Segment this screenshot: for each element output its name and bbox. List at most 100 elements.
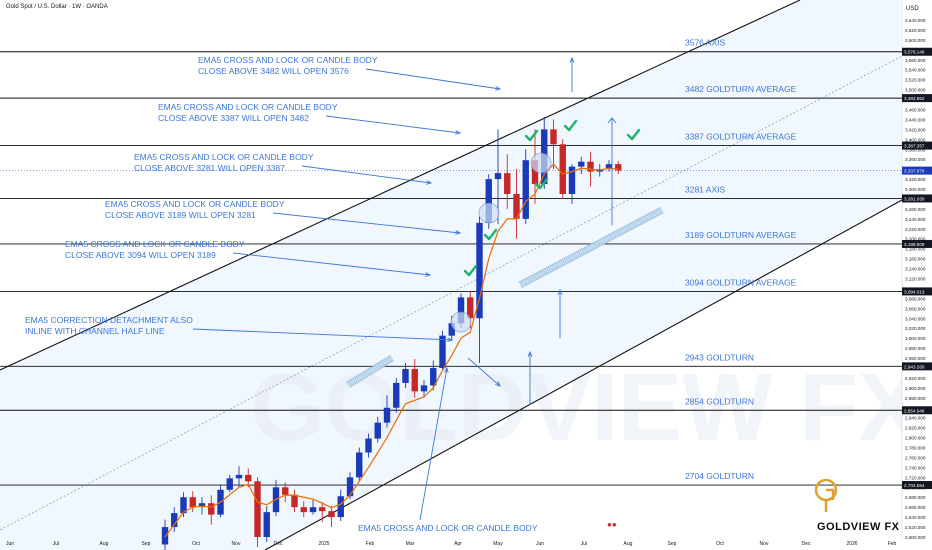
annotation-line1: EMA5 CROSS AND LOCK OR CANDLE BODY [134,152,314,162]
x-tick-label: Sep [142,541,151,547]
annotation-arrow [192,328,453,341]
x-tick-label: Jun [6,541,14,547]
candle-body [235,474,243,479]
annotation-arrowhead-icon [443,366,449,373]
x-tick-label: Aug [100,541,109,547]
y-tick-label: 3,420.000 [905,127,926,132]
level-price-tag-text: 3,189.509 [904,242,925,247]
y-tick-label: 3,360.000 [905,157,926,162]
y-tick-label: 3,520.000 [905,78,926,83]
y-tick-label: 3,320.000 [905,177,926,182]
candle-body [568,166,576,194]
candle-body [309,507,317,513]
candle-body [448,323,455,336]
x-tick-label: May [493,541,503,547]
y-tick-label: 2,880.000 [905,396,926,401]
level-price-tag-text: 3,281.030 [904,196,925,201]
candle-body [254,481,261,537]
y-tick-label: 2,600.000 [905,535,926,540]
x-tick-label: Oct [716,541,724,547]
y-tick-label: 2,960.000 [905,356,926,361]
checkmark-icon [524,129,539,142]
level-price-tag-text: 3,094.013 [904,289,925,294]
level-label: 3482 GOLDTURN AVERAGE [685,84,797,94]
candle-body [531,160,539,185]
candle-body [605,164,613,170]
x-tick-label: Jul [53,541,59,547]
level-price-tag [902,47,932,56]
candle-body [346,477,354,497]
annotation-line1: EMA5 CORRECTION DETACHMENT ALSO [25,315,193,325]
candle-body [282,487,289,495]
candle-body [300,507,307,513]
annotation-arrowhead-icon [455,230,462,235]
y-tick-label: 3,440.000 [905,117,926,122]
level-price-tag-text: 3,482.862 [904,96,925,101]
level-price-tag-text: 3,576.146 [904,50,925,55]
channel-bar-right [518,208,664,287]
level-label: 3281 AXIS [685,184,726,194]
candle-body [513,193,520,219]
current-price-tag [902,166,932,175]
annotation-line2: CLOSE ABOVE 3189 WILL OPEN 3281 [105,210,256,220]
candle-body [337,496,344,518]
x-tick-label: Apr [454,541,462,547]
level-price-tag-text: 2,943.260 [904,364,925,369]
y-tick-label: 2,840.000 [905,416,926,421]
y-tick-label: 3,500.000 [905,88,926,93]
x-tick-label: Oct [192,541,200,547]
level-price-tag-text: 3,387.357 [904,144,925,149]
candle-body [467,297,474,319]
candle-body [263,512,270,537]
y-tick-label: 3,300.000 [905,187,926,192]
x-tick-label: Dec [802,541,811,547]
level-price-tag [902,481,932,490]
x-tick-label: Aug [624,541,633,547]
y-tick-label: 3,080.000 [905,296,926,301]
projection-arrowhead-icon [527,350,533,357]
x-tick-label: 2026 [846,541,857,547]
annotation-line2: CLOSE ABOVE 3482 WILL OPEN 3576 [198,66,349,76]
y-tick-label: 3,260.000 [905,207,926,212]
y-tick-label: 3,560.000 [905,58,926,63]
level-label: 3094 GOLDTURN AVERAGE [685,277,797,287]
level-label: 3576 AXIS [685,38,726,48]
annotation-line1: EMA5 CROSS AND LOCK OR CANDLE BODY [65,239,245,249]
candle-body [208,503,215,515]
x-tick-label: Feb [366,541,375,547]
level-label: 2704 GOLDTURN [685,471,754,481]
candle-body [615,164,622,171]
y-tick-label: 3,180.000 [905,247,926,252]
candle-body [504,173,511,194]
level-label: 2854 GOLDTURN [685,396,754,406]
y-tick-label: 2,980.000 [905,346,926,351]
x-tick-label: Feb [888,541,897,547]
y-tick-label: 2,780.000 [905,446,926,451]
candle-body [374,422,381,439]
y-tick-label: 3,040.000 [905,316,926,321]
level-label: 3189 GOLDTURN AVERAGE [685,230,797,240]
highlight-circle [450,311,472,333]
level-price-tag [902,406,932,415]
event-flags-icon: ●● [607,520,617,529]
level-label: 2943 GOLDTURN [685,352,754,362]
candle-body [485,179,492,223]
checkmark-icon [483,228,498,241]
y-tick-label: 2,720.000 [905,475,926,480]
annotation-line2: CLOSE ABOVE 3094 WILL OPEN 3189 [65,250,216,260]
y-tick-label: 2,760.000 [905,455,926,460]
channel-bar-left [346,356,394,387]
level-price-tag [902,94,932,103]
channel-upper-line [0,0,801,371]
annotation-line1: EMA5 CROSS AND LOCK OR CANDLE BODY [358,523,538,533]
candle-body [550,129,557,145]
annotation-line1: EMA5 CROSS AND LOCK OR CANDLE BODY [198,55,378,65]
annotation-line2: INLINE WITH CHANNEL HALF LINE [25,326,165,336]
logo-mark-icon [826,488,835,500]
candle-body [411,368,418,392]
y-tick-label: 2,920.000 [905,376,926,381]
annotation-arrow [325,115,461,134]
candle-body [430,367,437,386]
candle-body [457,297,465,324]
